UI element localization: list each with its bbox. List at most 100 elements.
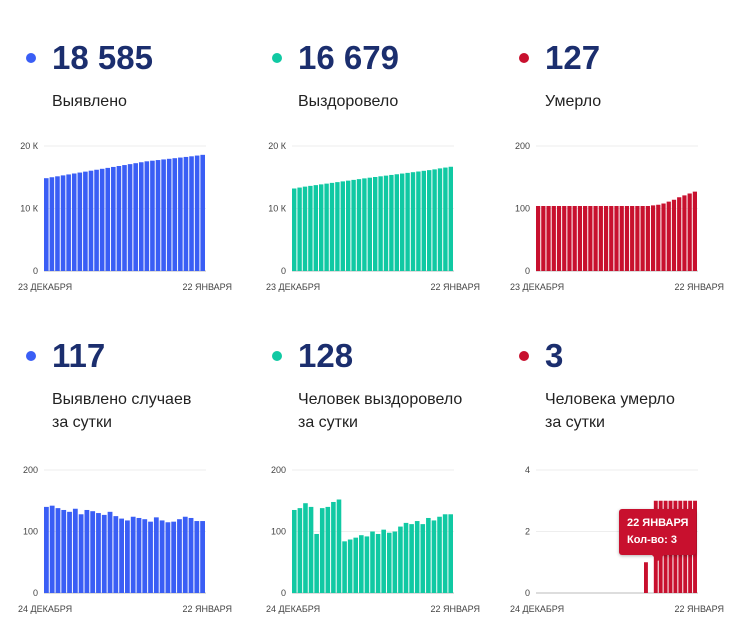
bar[interactable]: [414, 521, 420, 593]
bar[interactable]: [644, 562, 648, 593]
bar[interactable]: [319, 508, 325, 593]
bar[interactable]: [171, 521, 177, 593]
bar[interactable]: [431, 520, 437, 593]
bar[interactable]: [303, 503, 308, 593]
bar[interactable]: [567, 206, 572, 271]
bar[interactable]: [367, 177, 372, 271]
bar[interactable]: [90, 511, 96, 593]
bar[interactable]: [331, 501, 336, 593]
bar[interactable]: [138, 162, 144, 271]
bar[interactable]: [432, 169, 437, 272]
bar[interactable]: [383, 175, 389, 272]
bar[interactable]: [603, 206, 609, 271]
bar[interactable]: [101, 514, 107, 593]
bar[interactable]: [373, 177, 378, 271]
bar[interactable]: [308, 506, 314, 593]
bar[interactable]: [342, 541, 347, 593]
bar[interactable]: [351, 179, 356, 272]
bar[interactable]: [541, 206, 546, 271]
bar[interactable]: [347, 539, 353, 594]
bar[interactable]: [536, 206, 541, 271]
bar[interactable]: [122, 165, 127, 271]
bar[interactable]: [405, 172, 410, 272]
bar[interactable]: [420, 524, 426, 593]
bar[interactable]: [409, 524, 414, 593]
bar[interactable]: [308, 185, 313, 272]
bar[interactable]: [107, 511, 113, 593]
bar[interactable]: [386, 532, 392, 593]
bar[interactable]: [416, 171, 421, 272]
bar[interactable]: [364, 536, 370, 593]
bar[interactable]: [353, 537, 359, 593]
bar[interactable]: [645, 206, 650, 271]
bar[interactable]: [394, 174, 399, 271]
bar[interactable]: [99, 168, 105, 271]
bar[interactable]: [619, 206, 624, 271]
bar[interactable]: [292, 188, 297, 272]
bar[interactable]: [624, 206, 630, 271]
bar[interactable]: [133, 163, 138, 271]
bar[interactable]: [593, 206, 598, 271]
bar[interactable]: [650, 205, 656, 272]
bar[interactable]: [127, 164, 133, 272]
bar[interactable]: [375, 533, 381, 593]
bar[interactable]: [161, 159, 166, 271]
bar[interactable]: [609, 206, 614, 271]
bar[interactable]: [297, 187, 302, 271]
bar[interactable]: [182, 516, 188, 593]
bar[interactable]: [297, 508, 303, 593]
bar[interactable]: [55, 508, 61, 593]
bar[interactable]: [562, 206, 567, 271]
bar[interactable]: [661, 203, 666, 272]
bar[interactable]: [448, 514, 453, 593]
bar[interactable]: [148, 521, 153, 593]
bar[interactable]: [125, 520, 130, 593]
bar[interactable]: [96, 513, 101, 593]
bar[interactable]: [144, 161, 150, 271]
bar[interactable]: [189, 156, 194, 271]
bar[interactable]: [546, 206, 551, 271]
bar[interactable]: [94, 169, 99, 271]
bar[interactable]: [314, 533, 319, 593]
bar[interactable]: [183, 156, 189, 271]
bar[interactable]: [44, 178, 49, 271]
bar[interactable]: [598, 206, 603, 271]
bar[interactable]: [682, 195, 687, 272]
bar[interactable]: [370, 531, 375, 594]
bar[interactable]: [443, 167, 448, 271]
bar[interactable]: [136, 517, 142, 593]
bar[interactable]: [292, 509, 297, 593]
bar[interactable]: [677, 197, 682, 271]
bar[interactable]: [389, 174, 394, 271]
bar[interactable]: [119, 518, 124, 593]
bar[interactable]: [346, 180, 351, 272]
bar[interactable]: [77, 172, 83, 271]
bar[interactable]: [356, 179, 362, 272]
bar[interactable]: [165, 522, 171, 593]
bar[interactable]: [426, 517, 431, 593]
bar[interactable]: [44, 506, 49, 593]
bar[interactable]: [130, 516, 136, 593]
bar[interactable]: [61, 509, 67, 593]
bar[interactable]: [105, 167, 111, 272]
bar[interactable]: [427, 170, 432, 272]
bar[interactable]: [400, 173, 405, 271]
bar[interactable]: [362, 178, 367, 272]
bar[interactable]: [200, 521, 205, 593]
bar[interactable]: [325, 506, 331, 593]
bar[interactable]: [313, 185, 318, 272]
bar[interactable]: [398, 526, 403, 593]
bar[interactable]: [692, 191, 697, 272]
bar[interactable]: [640, 206, 645, 271]
bar[interactable]: [88, 170, 94, 271]
bar[interactable]: [113, 516, 119, 594]
bar[interactable]: [60, 175, 66, 272]
bar[interactable]: [630, 206, 635, 271]
bar[interactable]: [150, 160, 155, 271]
bar[interactable]: [188, 517, 194, 593]
bar[interactable]: [614, 206, 619, 271]
bar[interactable]: [71, 173, 77, 272]
bar[interactable]: [142, 519, 148, 593]
bar[interactable]: [442, 514, 448, 593]
bar[interactable]: [403, 522, 409, 593]
